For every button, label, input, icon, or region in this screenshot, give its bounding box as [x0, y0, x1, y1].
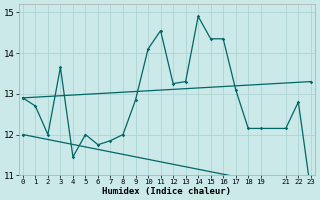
X-axis label: Humidex (Indice chaleur): Humidex (Indice chaleur): [102, 187, 231, 196]
